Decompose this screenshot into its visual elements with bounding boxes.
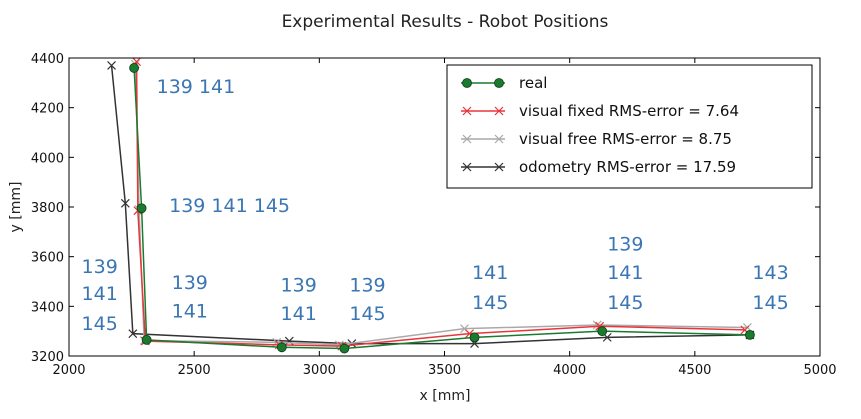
legend-marker-3-a-b [462, 162, 472, 172]
annotation-label: 139 [281, 274, 317, 296]
y-tick-label: 4000 [31, 151, 64, 166]
data-point-3-0 [107, 61, 116, 70]
annotation-label: 139 [172, 272, 208, 294]
legend-label-2: visual free RMS-error = 8.75 [519, 130, 732, 148]
y-axis-label: y [mm] [8, 182, 24, 233]
data-point-3-3-b [284, 336, 294, 346]
y-tick-label: 3400 [31, 300, 64, 315]
data-point-3-1 [120, 198, 130, 208]
data-point-2-6-b [592, 320, 602, 330]
data-point-0-2 [141, 334, 152, 345]
x-tick-label: 5000 [803, 363, 836, 378]
x-axis-label: x [mm] [420, 388, 471, 404]
data-point-0-6 [597, 326, 608, 337]
legend-label-0: real [519, 74, 547, 92]
legend-marker-2-a [462, 134, 472, 144]
annotation-label: 143 [752, 262, 788, 284]
annotation-label: 145 [82, 313, 118, 335]
legend-marker-2-b [494, 134, 504, 144]
legend-box [446, 64, 813, 189]
annotation-label: 145 [472, 292, 508, 314]
data-point-0-4 [339, 343, 350, 354]
annotation-label: 139 [349, 274, 385, 296]
annotation-label: 141 [172, 301, 208, 323]
data-point-3-6-b [602, 332, 612, 342]
x-tick-label: 3500 [428, 363, 461, 378]
legend-marker-1-b [494, 106, 504, 116]
annotation-label: 141 [281, 303, 317, 325]
annotation-label: 145 [752, 292, 788, 314]
annotation-label: 139 [607, 233, 643, 255]
y-tick-label: 4400 [31, 52, 64, 67]
series-line-0 [133, 67, 750, 350]
data-point-0-0 [129, 63, 139, 73]
plot-frame [68, 57, 821, 357]
ticks-layer: 2000 2500 3000 3500 4000 4500 5000 3200 3400 3600… [31, 52, 837, 378]
data-point-2-4-b [334, 340, 344, 350]
y-tick-label: 4200 [31, 102, 64, 117]
data-point-3-3 [284, 336, 294, 346]
annotation-label: 141 [82, 283, 118, 305]
series-layer [107, 57, 755, 354]
y-tick-label: 3600 [31, 251, 64, 266]
legend-marker-2-a-b [462, 134, 472, 144]
annotation-label: 139 141 145 [169, 195, 290, 217]
annotation-label: 139 [82, 256, 118, 278]
data-point-0-5 [469, 332, 480, 343]
x-tick-label: 4000 [553, 363, 586, 378]
legend-label-1: visual fixed RMS-error = 7.64 [519, 102, 739, 120]
x-tick-label: 2000 [52, 363, 85, 378]
series-line-2 [134, 64, 748, 346]
legend-marker-2-b-b [494, 134, 504, 144]
series-line-3 [110, 65, 750, 345]
data-point-0-3 [276, 342, 287, 353]
x-tick-label: 4500 [678, 363, 711, 378]
annotation-label: 141 [472, 262, 508, 284]
annotation-layer: 139 141 139 141 145 139 141 145 139 141 139 141 1… [82, 76, 789, 335]
data-point-2-5-b [460, 324, 469, 334]
legend-marker-3-b [494, 162, 504, 172]
annotation-label: 145 [607, 292, 643, 314]
data-point-3-0-b [107, 61, 116, 70]
x-tick-label: 2500 [178, 363, 211, 378]
legend-marker-3-b-b [494, 162, 504, 172]
annotation-label: 145 [349, 303, 385, 325]
data-point-3-2-b [128, 329, 138, 339]
legend-label-3: odometry RMS-error = 17.59 [519, 158, 736, 176]
legend: real visual fixed RMS-error = 7.64 visual … [446, 64, 813, 189]
data-point-3-1-b [120, 198, 130, 208]
legend-marker-3-a [462, 162, 472, 172]
annotation-label: 141 [607, 262, 643, 284]
data-point-1-6-b [595, 321, 605, 331]
data-point-1-5-b [465, 329, 474, 339]
legend-marker-1-a [462, 106, 472, 116]
data-point-0-7 [745, 329, 755, 340]
series-line-1 [135, 61, 745, 347]
data-point-3-2 [128, 329, 138, 339]
y-tick-label: 3200 [31, 350, 64, 365]
data-point-0-1 [136, 203, 147, 214]
data-point-1-7-b [740, 325, 750, 335]
legend-marker-1-b-b [494, 106, 504, 116]
x-tick-label: 3000 [303, 363, 336, 378]
chart-title: Experimental Results - Robot Positions [282, 12, 609, 32]
legend-marker-0-b [494, 78, 504, 88]
legend-marker-0-a [462, 78, 472, 88]
y-tick-label: 3800 [31, 201, 64, 216]
annotation-label: 139 141 [157, 76, 236, 98]
legend-marker-1-a-b [462, 106, 472, 116]
